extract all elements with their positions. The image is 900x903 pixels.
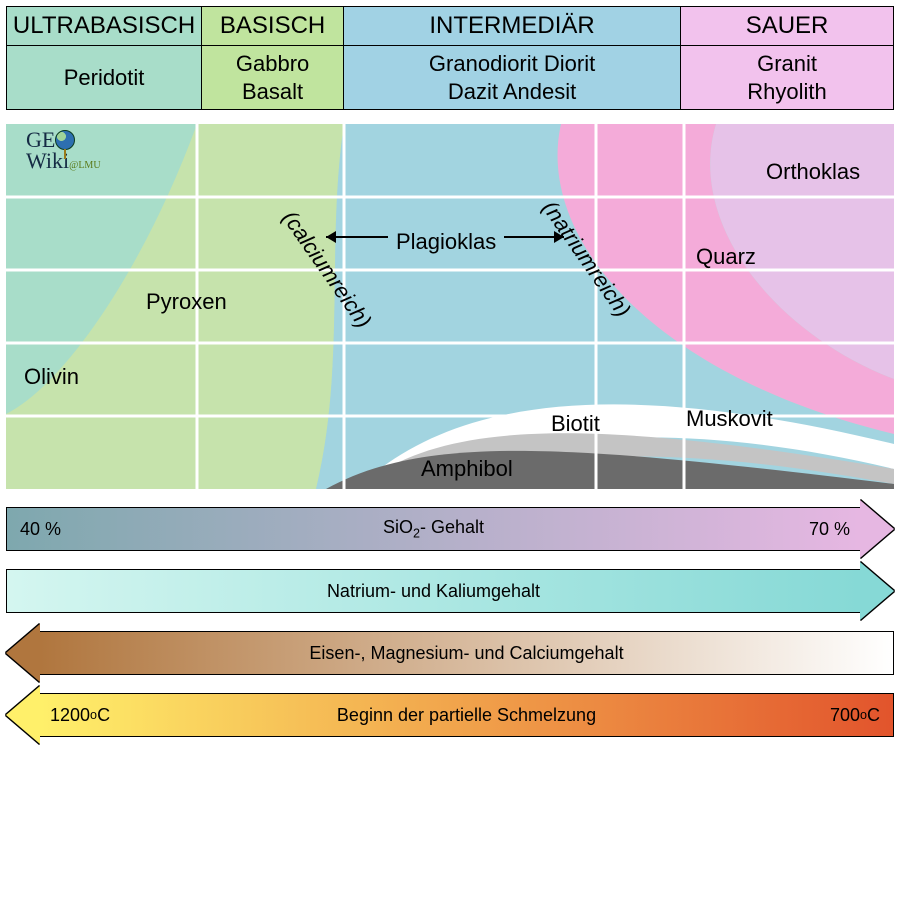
mineral-label: Plagioklas [396, 229, 496, 255]
rock-names-cell: Peridotit [7, 46, 202, 110]
arrow-label: Beginn der partielle Schmelzung [337, 705, 596, 726]
property-arrow: Beginn der partielle Schmelzung 1200oC 700… [6, 693, 894, 737]
mineral-composition-chart: OrthoklasQuarzPlagioklas(calciumreich)(n… [6, 124, 894, 489]
property-arrow: SiO2- Gehalt 40 % 70 % [6, 507, 894, 551]
geowiki-logo: GE Wiki@LMU [26, 130, 101, 172]
arrow-label: Natrium- und Kaliumgehalt [327, 581, 540, 602]
logo-line2: Wiki [26, 148, 69, 173]
classification-header: ULTRABASISCH [7, 7, 202, 46]
classification-header: BASISCH [202, 7, 344, 46]
arrow-left-value: 1200oC [44, 693, 116, 737]
mineral-label: Amphibol [421, 456, 513, 482]
property-arrow: Natrium- und Kaliumgehalt [6, 569, 894, 613]
rock-names-cell: Granit Rhyolith [681, 46, 894, 110]
mineral-label: Muskovit [686, 406, 773, 432]
rock-names-cell: Granodiorit Diorit Dazit Andesit [344, 46, 681, 110]
arrow-label: Eisen-, Magnesium- und Calciumgehalt [309, 643, 623, 664]
logo-sub: @LMU [69, 160, 100, 171]
arrow-right-value: 70 % [803, 507, 856, 551]
arrow-right-value: 700oC [824, 693, 886, 737]
mineral-label: Pyroxen [146, 289, 227, 315]
rock-classification-table: ULTRABASISCHBASISCHINTERMEDIÄRSAUER Peri… [6, 6, 894, 110]
property-arrow: Eisen-, Magnesium- und Calciumgehalt [6, 631, 894, 675]
classification-header: SAUER [681, 7, 894, 46]
mineral-label: Biotit [551, 411, 600, 437]
mineral-label: Orthoklas [766, 159, 860, 185]
rock-names-cell: Gabbro Basalt [202, 46, 344, 110]
arrow-label: SiO2- Gehalt [383, 517, 484, 541]
arrow-left-value: 40 % [14, 507, 67, 551]
mineral-label: Quarz [696, 244, 756, 270]
globe-icon [55, 130, 75, 150]
mineral-label: Olivin [24, 364, 79, 390]
classification-header: INTERMEDIÄR [344, 7, 681, 46]
